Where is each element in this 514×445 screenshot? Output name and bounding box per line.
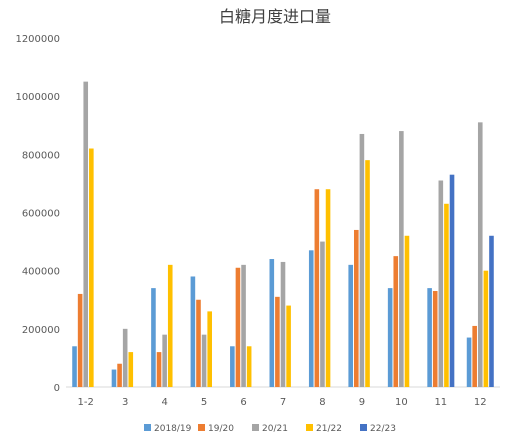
bar (207, 311, 212, 387)
legend-swatch (360, 424, 367, 431)
bar (314, 189, 320, 387)
bar (77, 293, 83, 387)
bar (83, 81, 89, 388)
bar (246, 346, 252, 387)
legend-label: 19/20 (208, 424, 234, 434)
bar (432, 291, 438, 387)
bar (466, 337, 472, 387)
bar (89, 148, 94, 387)
x-tick-label: 10 (395, 397, 408, 408)
y-tick-label: 400000 (22, 267, 60, 278)
legend-label: 21/22 (316, 424, 342, 434)
bar (167, 264, 173, 387)
legend-label: 2018/19 (154, 424, 192, 434)
x-tick-label: 11 (434, 397, 447, 408)
bar (196, 299, 201, 387)
legend-swatch (198, 424, 205, 431)
x-tick-label: 4 (161, 397, 167, 408)
bar (444, 203, 449, 387)
x-tick-label: 5 (201, 397, 207, 408)
y-tick-label: 600000 (22, 209, 60, 220)
y-axis: 0 200000 400000 600000 800000 1000000 1200000 (15, 34, 60, 394)
x-tick-label: 12 (474, 397, 487, 408)
bar (399, 131, 404, 387)
bar (128, 352, 134, 387)
chart-title: 白糖月度进口量 (219, 7, 331, 26)
bar (122, 328, 128, 387)
x-tick-label: 8 (319, 397, 325, 408)
bar (348, 264, 354, 387)
legend-label: 22/23 (370, 424, 396, 434)
bar (393, 256, 399, 388)
x-tick-label: 9 (359, 397, 365, 408)
bar (449, 174, 455, 387)
bar (111, 369, 117, 387)
bar (72, 346, 77, 387)
bar (280, 261, 286, 387)
bar (201, 334, 207, 387)
bar (275, 296, 280, 387)
legend: 2018/19 19/20 20/21 21/22 22/23 (144, 424, 396, 434)
legend-label: 20/21 (262, 424, 288, 434)
legend-swatch (252, 424, 259, 431)
x-tick-label: 7 (280, 397, 286, 408)
legend-swatch (306, 424, 313, 431)
bar (438, 180, 444, 387)
bar (230, 346, 235, 387)
bar (325, 189, 331, 387)
bars-group (72, 81, 494, 388)
x-tick-label: 3 (122, 397, 128, 408)
x-axis: 1-2 3 4 5 6 7 8 9 10 11 12 (66, 386, 500, 408)
x-tick-label: 6 (240, 397, 246, 408)
bar (359, 133, 365, 387)
bar (117, 363, 122, 387)
bar (308, 250, 314, 387)
bar (472, 325, 477, 387)
bar (269, 259, 275, 387)
bar (489, 235, 494, 387)
bar (483, 270, 489, 387)
bar (286, 305, 291, 387)
y-tick-label: 0 (54, 383, 60, 394)
bar (354, 229, 359, 387)
bar (365, 160, 370, 387)
bar (387, 288, 393, 387)
bar (241, 264, 246, 387)
y-tick-label: 200000 (22, 325, 60, 336)
x-tick-label: 1-2 (78, 397, 94, 408)
bar (427, 288, 432, 387)
bar (156, 352, 162, 387)
bar (320, 241, 325, 387)
bar (477, 122, 483, 387)
legend-swatch (144, 424, 151, 431)
y-tick-label: 1200000 (15, 34, 60, 45)
y-tick-label: 1000000 (15, 92, 60, 103)
bar (235, 267, 241, 387)
bar (162, 334, 167, 387)
bar (151, 288, 156, 387)
y-tick-label: 800000 (22, 150, 60, 161)
bar (404, 235, 410, 387)
bar (190, 276, 196, 387)
